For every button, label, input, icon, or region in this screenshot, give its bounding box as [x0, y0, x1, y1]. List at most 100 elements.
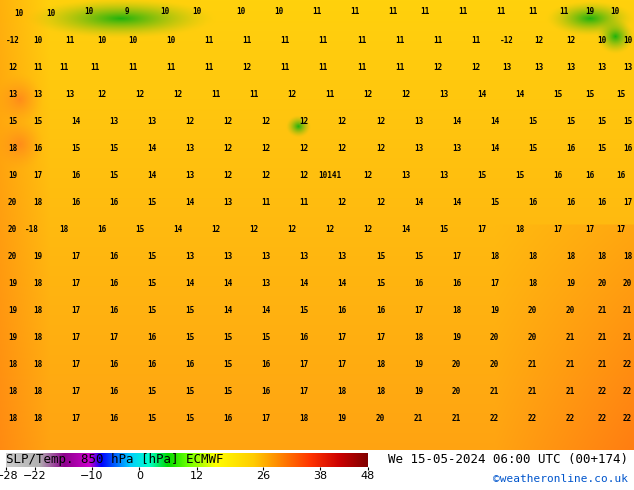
Text: -18: -18 — [25, 225, 39, 234]
Text: 12: 12 — [338, 198, 347, 207]
Text: 12: 12 — [8, 63, 17, 72]
Text: 18: 18 — [376, 387, 385, 396]
Text: SLP/Temp. 850 hPa [hPa] ECMWF: SLP/Temp. 850 hPa [hPa] ECMWF — [6, 453, 224, 466]
Text: 21: 21 — [566, 360, 575, 369]
Text: 11: 11 — [205, 63, 214, 72]
Text: 16: 16 — [110, 252, 119, 261]
Text: 11: 11 — [458, 7, 467, 16]
Text: 15: 15 — [148, 252, 157, 261]
Text: 11: 11 — [319, 36, 328, 45]
Text: 15: 15 — [585, 90, 594, 99]
Text: 16: 16 — [72, 198, 81, 207]
Text: 17: 17 — [72, 306, 81, 315]
Text: 11: 11 — [319, 63, 328, 72]
Text: 14: 14 — [148, 144, 157, 153]
Text: 13: 13 — [224, 198, 233, 207]
Text: 15: 15 — [186, 387, 195, 396]
Text: 22: 22 — [528, 414, 537, 423]
Text: 12: 12 — [249, 225, 258, 234]
Text: 13: 13 — [300, 252, 309, 261]
Text: 16: 16 — [300, 333, 309, 342]
Text: 14: 14 — [72, 117, 81, 126]
Text: 15: 15 — [623, 117, 632, 126]
Text: 15: 15 — [262, 333, 271, 342]
Text: 18: 18 — [414, 333, 423, 342]
Text: 11: 11 — [281, 63, 290, 72]
Text: 13: 13 — [338, 252, 347, 261]
Text: 20: 20 — [8, 225, 17, 234]
Text: 15: 15 — [110, 144, 119, 153]
Text: 17: 17 — [34, 171, 42, 180]
Text: 21: 21 — [598, 306, 607, 315]
Text: 18: 18 — [598, 252, 607, 261]
Text: 17: 17 — [490, 279, 499, 288]
Text: 14: 14 — [186, 198, 195, 207]
Text: 18: 18 — [34, 306, 42, 315]
Text: 13: 13 — [110, 117, 119, 126]
Text: 12: 12 — [300, 117, 309, 126]
Text: 19: 19 — [8, 306, 17, 315]
Text: 10: 10 — [15, 9, 23, 18]
Text: 16: 16 — [97, 225, 106, 234]
Text: 16: 16 — [528, 198, 537, 207]
Text: 11: 11 — [395, 63, 404, 72]
Text: 18: 18 — [34, 333, 42, 342]
Text: 16: 16 — [148, 360, 157, 369]
Text: 10: 10 — [84, 7, 93, 16]
Text: 17: 17 — [452, 252, 461, 261]
Text: 10: 10 — [34, 36, 42, 45]
Text: 10: 10 — [598, 36, 607, 45]
Text: 13: 13 — [534, 63, 543, 72]
Text: 15: 15 — [135, 225, 144, 234]
Text: 17: 17 — [338, 333, 347, 342]
Text: 17: 17 — [72, 414, 81, 423]
Text: 12: 12 — [243, 63, 252, 72]
Text: 20: 20 — [452, 360, 461, 369]
Text: 16: 16 — [338, 306, 347, 315]
Text: 11: 11 — [300, 198, 309, 207]
Text: 13: 13 — [566, 63, 575, 72]
Text: 13: 13 — [148, 117, 157, 126]
Text: 14: 14 — [338, 279, 347, 288]
Text: 20: 20 — [452, 387, 461, 396]
Text: 11: 11 — [211, 90, 220, 99]
Text: 18: 18 — [8, 387, 17, 396]
Text: 16: 16 — [72, 171, 81, 180]
Text: 11: 11 — [389, 7, 398, 16]
Text: 19: 19 — [585, 7, 594, 16]
Text: 18: 18 — [8, 414, 17, 423]
Text: 10: 10 — [275, 7, 283, 16]
Text: 14: 14 — [186, 279, 195, 288]
Text: 15: 15 — [477, 171, 486, 180]
Text: 15: 15 — [566, 117, 575, 126]
Text: 12: 12 — [471, 63, 480, 72]
Text: 16: 16 — [110, 198, 119, 207]
Text: 17: 17 — [110, 333, 119, 342]
Text: 20: 20 — [376, 414, 385, 423]
Text: 18: 18 — [59, 225, 68, 234]
Text: 16: 16 — [110, 360, 119, 369]
Text: 20: 20 — [623, 279, 632, 288]
Text: 13: 13 — [503, 63, 512, 72]
Text: 13: 13 — [414, 117, 423, 126]
Text: 15: 15 — [224, 387, 233, 396]
Text: 15: 15 — [528, 144, 537, 153]
Text: 17: 17 — [72, 333, 81, 342]
Text: 15: 15 — [376, 252, 385, 261]
Text: 16: 16 — [110, 306, 119, 315]
Text: 15: 15 — [376, 279, 385, 288]
Text: 22: 22 — [598, 387, 607, 396]
Text: 11: 11 — [433, 36, 442, 45]
Text: 11: 11 — [325, 90, 334, 99]
Text: 21: 21 — [452, 414, 461, 423]
Text: 22: 22 — [566, 414, 575, 423]
Text: 13: 13 — [401, 171, 410, 180]
Text: 21: 21 — [566, 387, 575, 396]
Text: 11: 11 — [65, 36, 74, 45]
Text: 22: 22 — [490, 414, 499, 423]
Text: 18: 18 — [490, 252, 499, 261]
Text: 12: 12 — [338, 144, 347, 153]
Text: 12: 12 — [262, 117, 271, 126]
Text: 18: 18 — [34, 387, 42, 396]
Text: 16: 16 — [566, 198, 575, 207]
